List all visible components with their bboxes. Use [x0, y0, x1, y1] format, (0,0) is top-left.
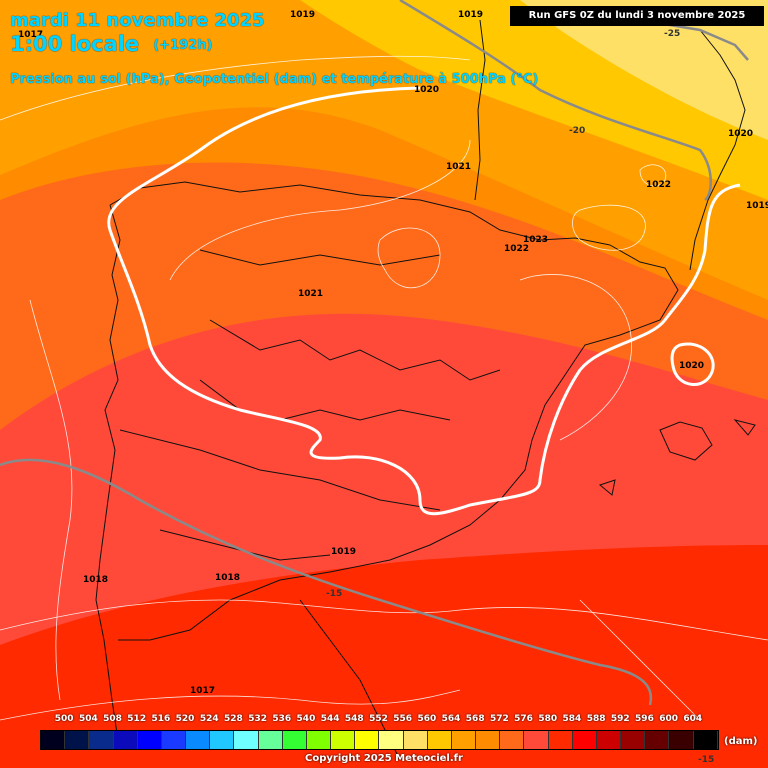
run-info-badge: Run GFS 0Z du lundi 3 novembre 2025: [510, 6, 764, 26]
scale-swatch: [331, 731, 356, 749]
scale-value: 512: [127, 714, 147, 724]
pressure-labels: 1019 1019 1017 1020 1021 1022 1023 1022 …: [18, 10, 768, 696]
scale-value: 568: [465, 714, 485, 724]
scale-swatch: [161, 731, 187, 749]
scale-value: 600: [659, 714, 679, 724]
pressure-label: 1020: [728, 129, 753, 139]
map-description: Pression au sol (hPa), Geopotentiel (dam…: [10, 72, 539, 87]
pressure-label: 1017: [190, 686, 215, 696]
scale-swatch: [234, 731, 259, 749]
scale-value: 552: [369, 714, 388, 724]
scale-swatch: [137, 731, 162, 749]
temperature-label: -25: [664, 29, 680, 39]
scale-value: 592: [610, 714, 630, 724]
temperature-label: -15: [698, 755, 714, 765]
pressure-label: 1019: [458, 10, 483, 20]
scale-value: 504: [78, 714, 98, 724]
scale-value: 548: [344, 714, 364, 724]
scale-swatch: [524, 731, 549, 749]
band-560: [520, 0, 768, 140]
pressure-label: 1022: [646, 180, 671, 190]
temperature-label: -15: [326, 589, 342, 599]
scale-swatch: [306, 731, 332, 749]
pressure-label: 1020: [414, 85, 439, 95]
scale-swatch: [669, 731, 694, 749]
scale-value: 544: [320, 714, 340, 724]
scale-value: 516: [151, 714, 171, 724]
scale-swatch: [282, 731, 307, 749]
temperature-label: -20: [569, 126, 585, 136]
scale-value: 580: [538, 714, 558, 724]
scale-value: 576: [514, 714, 533, 724]
scale-swatch: [113, 731, 138, 749]
isobars: [0, 55, 768, 721]
scale-swatch: [645, 731, 670, 749]
scale-value: 500: [54, 714, 74, 724]
scale-unit: (dam): [724, 736, 758, 747]
pressure-label: 1021: [446, 162, 471, 172]
scale-swatch: [89, 731, 114, 749]
scale-swatch: [693, 731, 718, 749]
pressure-label: 1023: [523, 235, 548, 245]
scale-swatch: [41, 731, 66, 749]
scale-swatch: [476, 731, 501, 749]
isobar-1020: [107, 86, 741, 516]
pressure-label: 1022: [504, 244, 529, 254]
pressure-label: 1018: [83, 575, 108, 585]
pressure-label: 1018: [215, 573, 240, 583]
scale-value: 556: [393, 714, 413, 724]
forecast-time-value: 1:00 locale: [10, 32, 140, 56]
pressure-label: 1019: [331, 547, 356, 557]
pressure-label: 1019: [290, 10, 315, 20]
scale-value: 532: [248, 714, 267, 724]
scale-swatch: [548, 731, 573, 749]
scale-swatch: [65, 731, 90, 749]
scale-swatch: [500, 731, 525, 749]
lead-time: (+192h): [153, 37, 213, 53]
scale-swatch: [427, 731, 452, 749]
scale-value: 572: [489, 714, 509, 724]
scale-swatch: [403, 731, 428, 749]
scale-value: 524: [199, 714, 219, 724]
forecast-time: 1:00 locale (+192h): [10, 32, 212, 56]
scale-swatch: [258, 731, 283, 749]
scale-value: 604: [683, 714, 703, 724]
scale-swatch: [355, 731, 380, 749]
scale-value: 560: [417, 714, 437, 724]
scale-value: 588: [586, 714, 606, 724]
scale-value: 536: [272, 714, 292, 724]
color-scale: [40, 730, 719, 750]
scale-value: 540: [296, 714, 316, 724]
scale-value: 508: [103, 714, 122, 724]
pressure-label: 1017: [18, 30, 43, 40]
scale-value: 520: [175, 714, 195, 724]
scale-swatch: [210, 731, 235, 749]
temperature-labels: -25 -20 -15 -15: [326, 29, 714, 765]
scale-value: 596: [635, 714, 654, 724]
copyright: Copyright 2025 Meteociel.fr: [305, 753, 463, 764]
scale-swatch: [596, 731, 622, 749]
scale-swatch: [451, 731, 477, 749]
scale-value: 584: [562, 714, 582, 724]
scale-swatch: [621, 731, 646, 749]
pressure-label: 1019: [746, 201, 768, 211]
pressure-label: 1020: [679, 361, 704, 371]
scale-swatch: [572, 731, 597, 749]
scale-swatch: [186, 731, 211, 749]
scale-value: 528: [224, 714, 243, 724]
pressure-label: 1021: [298, 289, 323, 299]
forecast-date: mardi 11 novembre 2025: [10, 10, 265, 31]
scale-swatch: [379, 731, 404, 749]
scale-value: 564: [441, 714, 461, 724]
scale-values: 500 504 508 512 516 520 524 528 532 536 540 544 548 5…: [40, 714, 720, 726]
